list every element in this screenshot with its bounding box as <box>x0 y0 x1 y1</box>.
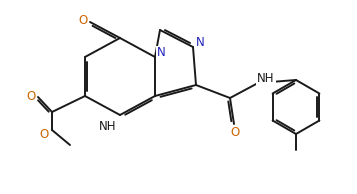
Text: NH: NH <box>99 120 117 133</box>
Text: O: O <box>39 128 49 141</box>
Text: O: O <box>230 126 240 139</box>
Text: O: O <box>26 90 36 104</box>
Text: NH: NH <box>257 73 275 86</box>
Text: N: N <box>157 47 165 60</box>
Text: O: O <box>79 15 87 28</box>
Text: N: N <box>196 36 204 48</box>
